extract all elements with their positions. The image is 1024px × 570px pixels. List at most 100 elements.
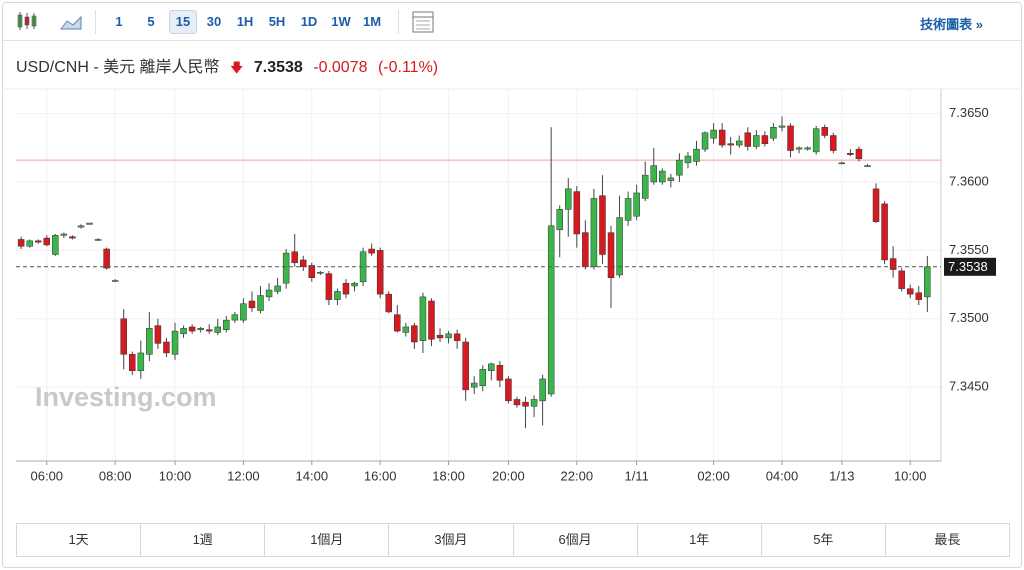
candle-body bbox=[342, 282, 350, 295]
interval-button[interactable]: 1H bbox=[236, 14, 254, 29]
candle-body bbox=[770, 127, 777, 139]
interval-button[interactable]: 1D bbox=[300, 14, 318, 29]
candle-body bbox=[17, 239, 25, 247]
candle-body bbox=[479, 369, 487, 387]
candle-body bbox=[898, 270, 905, 289]
candle-body bbox=[265, 289, 273, 298]
interval-button[interactable]: 30 bbox=[206, 14, 222, 29]
candle-body bbox=[676, 159, 683, 176]
candle-body bbox=[43, 237, 51, 246]
table-icon[interactable] bbox=[408, 7, 438, 37]
change-percent: (-0.11%) bbox=[377, 59, 439, 76]
toolbar: 技術圖表 » 1 5 15 30 1H 5H 1D 1W 1M bbox=[3, 3, 1021, 41]
candle-body bbox=[197, 328, 204, 330]
candle-body bbox=[137, 352, 145, 371]
candle-body bbox=[889, 258, 897, 270]
candle-body bbox=[376, 250, 384, 295]
candle-body bbox=[231, 314, 239, 321]
interval-button[interactable]: 1 bbox=[115, 14, 123, 29]
candle-body bbox=[402, 326, 410, 333]
range-bar: 1天 1週 1個月 3個月 6個月 1年 5年 最長 bbox=[16, 523, 1010, 557]
candle-icon[interactable] bbox=[13, 7, 43, 37]
candle-body bbox=[60, 233, 68, 236]
interval-button[interactable]: 1M bbox=[362, 14, 382, 29]
candle-body bbox=[599, 195, 606, 255]
candle-body bbox=[539, 378, 546, 402]
candle-body bbox=[34, 240, 42, 243]
candle-body bbox=[299, 259, 307, 268]
range-button[interactable]: 3個月 bbox=[389, 524, 514, 556]
x-tick-label: 22:00 bbox=[561, 468, 594, 483]
candle-body bbox=[735, 140, 743, 146]
candle-body bbox=[205, 329, 213, 332]
interval-button[interactable]: 5 bbox=[147, 14, 155, 29]
last-price-box bbox=[944, 257, 996, 276]
candle-body bbox=[667, 177, 675, 181]
candle-body bbox=[650, 165, 658, 183]
candle-body bbox=[496, 365, 504, 381]
candle-body bbox=[795, 147, 803, 150]
candle-body bbox=[394, 314, 401, 332]
range-button[interactable]: 1週 bbox=[141, 524, 266, 556]
range-button[interactable]: 1年 bbox=[638, 524, 762, 556]
range-button[interactable]: 1天 bbox=[17, 524, 142, 556]
candle-body bbox=[727, 143, 734, 146]
range-button[interactable]: 1個月 bbox=[265, 524, 390, 556]
candle-body bbox=[428, 300, 435, 340]
x-tick-label: 04:00 bbox=[766, 468, 799, 483]
candle-body bbox=[180, 328, 187, 335]
candle-body bbox=[453, 333, 461, 341]
candle-body bbox=[718, 129, 726, 146]
candle-body bbox=[223, 319, 230, 330]
y-tick-label: 7.3650 bbox=[949, 105, 989, 120]
symbol: USD/CNH - 美元 離岸人民幣 bbox=[16, 59, 220, 76]
x-tick-label: 06:00 bbox=[31, 468, 64, 483]
range-button[interactable]: 最長 bbox=[934, 532, 961, 547]
candle-body bbox=[419, 296, 427, 341]
technical-chart-link[interactable]: 技術圖表 » bbox=[920, 17, 983, 32]
interval-button[interactable]: 15 bbox=[169, 10, 197, 34]
candle-body bbox=[274, 285, 281, 292]
range-button[interactable]: 6個月 bbox=[514, 524, 638, 556]
range-button[interactable]: 5年 bbox=[762, 524, 886, 556]
candle-body bbox=[821, 127, 828, 136]
candle-body bbox=[915, 292, 923, 300]
area-icon[interactable] bbox=[57, 7, 87, 37]
candle-body bbox=[616, 217, 623, 276]
candle-body bbox=[171, 330, 179, 355]
candle-body bbox=[633, 192, 640, 217]
interval-button[interactable]: 1W bbox=[331, 14, 351, 29]
candle-body bbox=[334, 291, 341, 300]
candle-body bbox=[436, 334, 444, 339]
candle-body bbox=[684, 155, 692, 164]
candle-body bbox=[146, 328, 153, 355]
candle-body bbox=[744, 132, 752, 147]
candle-body bbox=[641, 174, 649, 199]
candle-body bbox=[864, 165, 871, 167]
candle-body bbox=[565, 188, 572, 210]
candle-body bbox=[163, 341, 170, 354]
candle-body bbox=[94, 239, 102, 241]
interval-button[interactable]: 5H bbox=[268, 14, 286, 29]
quote-header: USD/CNH - 美元 離岸人民幣 🡇 7.3538 -0.0078 (-0.… bbox=[16, 53, 444, 81]
candle-body bbox=[26, 240, 33, 247]
x-tick-label: 02:00 bbox=[697, 468, 730, 483]
candle-body bbox=[86, 222, 93, 225]
candle-body bbox=[522, 401, 529, 407]
candle-body bbox=[701, 132, 709, 150]
candle-body bbox=[325, 273, 333, 300]
x-tick-label: 12:00 bbox=[227, 468, 260, 483]
candle-body bbox=[77, 225, 85, 228]
candle-body bbox=[240, 303, 247, 321]
candle-body bbox=[556, 209, 563, 231]
candle-body bbox=[385, 293, 392, 313]
candle-body bbox=[872, 188, 880, 222]
candle-body bbox=[445, 333, 452, 339]
candle-body bbox=[693, 148, 700, 162]
candle-body bbox=[530, 399, 538, 407]
x-tick-label: 16:00 bbox=[364, 468, 397, 483]
last-price: 7.3538 bbox=[253, 59, 303, 76]
candle-body bbox=[761, 135, 769, 144]
candle-body bbox=[282, 252, 290, 284]
